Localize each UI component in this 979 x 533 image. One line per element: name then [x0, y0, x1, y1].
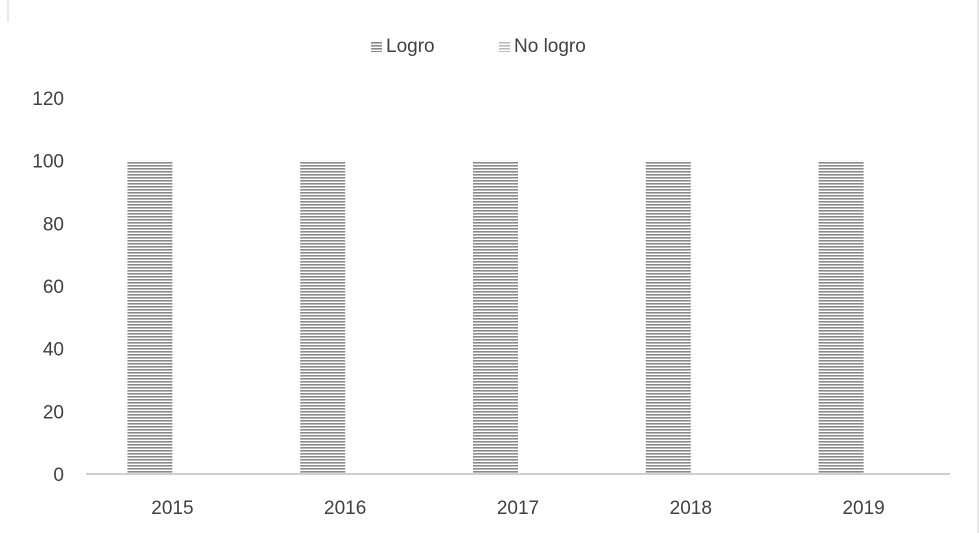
bar-logro-2015: [127, 160, 173, 474]
y-tick-label-20: 20: [43, 402, 64, 423]
y-tick-label-0: 0: [53, 465, 64, 486]
y-tick-label-40: 40: [43, 340, 64, 361]
bar-logro-2016: [300, 160, 346, 474]
bar-logro-2017: [473, 160, 518, 474]
x-tick-label-2019: 2019: [842, 498, 884, 519]
legend-swatch-logro: [371, 41, 382, 52]
x-tick-label-2018: 2018: [670, 498, 712, 519]
y-tick-label-100: 100: [32, 152, 64, 173]
bar-series: [127, 160, 864, 474]
chart-legend: Logro No logro: [371, 36, 586, 57]
x-axis-tick-labels: 2015 2016 2017 2018 2019: [151, 498, 884, 519]
x-tick-label-2016: 2016: [324, 498, 366, 519]
bar-logro-2019: [818, 160, 864, 474]
legend-label-no-logro: No logro: [514, 36, 586, 57]
y-tick-label-60: 60: [43, 277, 64, 298]
y-tick-label-80: 80: [43, 214, 64, 235]
bar-logro-2018: [645, 160, 691, 474]
y-tick-label-120: 120: [32, 89, 64, 110]
y-axis-tick-labels: 0 20 40 60 80 100 120: [32, 89, 64, 486]
legend-label-logro: Logro: [386, 36, 435, 57]
x-tick-label-2015: 2015: [151, 498, 193, 519]
legend-swatch-no-logro: [499, 41, 510, 52]
x-tick-label-2017: 2017: [497, 498, 539, 519]
